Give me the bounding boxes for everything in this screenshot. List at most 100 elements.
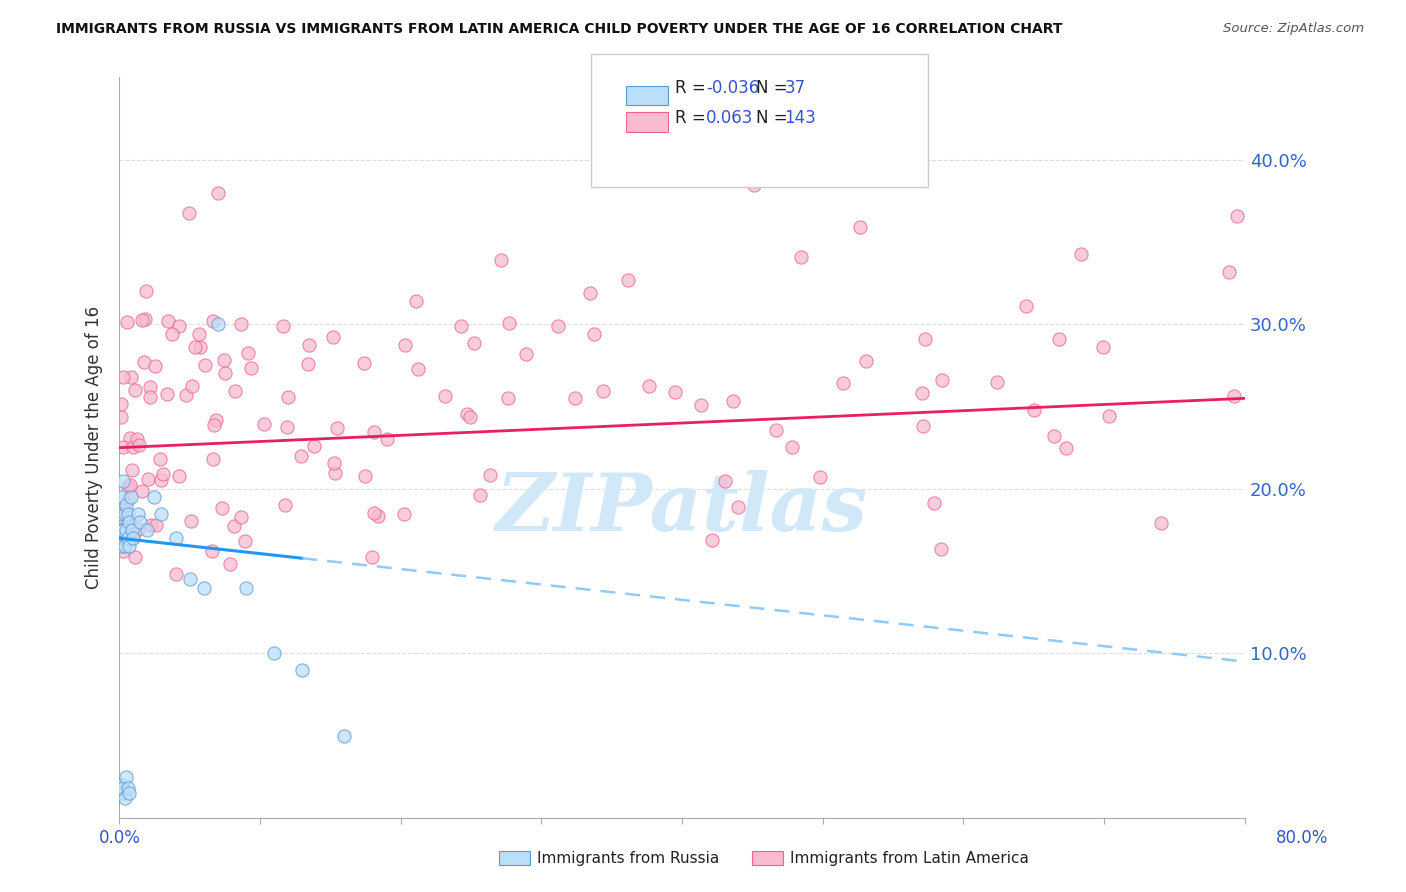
Point — [515, 347, 537, 361]
Point — [780, 440, 803, 454]
Point — [118, 786, 141, 800]
Point — [322, 330, 344, 344]
Point — [742, 178, 765, 192]
Point — [122, 441, 145, 455]
Point — [112, 544, 135, 558]
Point — [274, 499, 297, 513]
Point — [122, 531, 145, 545]
Point — [157, 313, 180, 327]
Point — [120, 370, 142, 384]
Point — [111, 440, 134, 454]
Point — [114, 791, 136, 805]
Point — [298, 338, 321, 352]
Point — [121, 523, 143, 537]
Point — [224, 518, 246, 533]
Text: ZIPatlas: ZIPatlas — [496, 470, 868, 548]
Text: IMMIGRANTS FROM RUSSIA VS IMMIGRANTS FROM LATIN AMERICA CHILD POVERTY UNDER THE : IMMIGRANTS FROM RUSSIA VS IMMIGRANTS FRO… — [56, 22, 1063, 37]
Point — [112, 781, 135, 796]
Point — [468, 487, 491, 501]
Point — [849, 219, 872, 234]
Point — [463, 335, 485, 350]
Point — [1054, 442, 1077, 456]
Point — [202, 314, 225, 328]
Point — [333, 729, 356, 743]
Point — [212, 353, 235, 368]
Point — [187, 327, 209, 342]
Point — [135, 285, 157, 299]
Point — [1043, 429, 1066, 443]
Point — [128, 438, 150, 452]
Point — [207, 186, 229, 200]
Point — [231, 510, 253, 524]
Point — [1098, 409, 1121, 423]
Point — [165, 566, 187, 581]
Point — [193, 581, 215, 595]
Point — [290, 449, 312, 463]
Point — [136, 472, 159, 486]
Point — [114, 540, 136, 554]
Point — [117, 507, 139, 521]
Point — [929, 542, 952, 557]
Point — [114, 507, 136, 521]
Point — [131, 313, 153, 327]
Point — [547, 319, 569, 334]
Point — [363, 425, 385, 440]
Point — [394, 507, 416, 521]
Point — [224, 384, 246, 398]
Point — [160, 326, 183, 341]
Point — [139, 390, 162, 404]
Point — [323, 466, 346, 480]
Point — [252, 417, 274, 431]
Point — [117, 479, 139, 493]
Point — [111, 490, 134, 504]
Point — [201, 452, 224, 467]
Point — [291, 663, 314, 677]
Point — [117, 531, 139, 545]
Point — [496, 392, 519, 406]
Point — [375, 433, 398, 447]
Point — [214, 367, 236, 381]
Point — [721, 393, 744, 408]
Point — [110, 397, 132, 411]
Point — [120, 490, 142, 504]
Point — [433, 389, 456, 403]
Text: R =: R = — [675, 78, 711, 96]
Point — [110, 507, 132, 521]
Point — [931, 373, 953, 387]
Point — [911, 385, 934, 400]
Point — [110, 778, 132, 792]
Point — [326, 421, 349, 435]
Point — [302, 439, 325, 453]
Point — [134, 311, 156, 326]
Point — [174, 388, 197, 402]
Point — [218, 557, 240, 571]
Point — [179, 206, 201, 220]
Point — [181, 379, 204, 393]
Point — [145, 359, 167, 373]
Point — [1015, 299, 1038, 313]
Point — [271, 319, 294, 334]
Point — [714, 474, 737, 488]
Point — [184, 340, 207, 354]
Point — [986, 375, 1008, 389]
Point — [149, 452, 172, 467]
Point — [114, 513, 136, 527]
Point — [229, 317, 252, 331]
Point — [1218, 265, 1240, 279]
Point — [808, 470, 831, 484]
Point — [112, 474, 135, 488]
Point — [239, 361, 262, 376]
Point — [150, 507, 173, 521]
Point — [617, 273, 640, 287]
Point — [139, 380, 162, 394]
Text: R =: R = — [675, 109, 711, 127]
Point — [582, 327, 605, 342]
Point — [132, 355, 155, 369]
Point — [277, 390, 299, 404]
Point — [263, 646, 285, 660]
Point — [367, 508, 389, 523]
Point — [136, 523, 159, 537]
Point — [124, 384, 146, 398]
Point — [297, 357, 319, 371]
Text: 143: 143 — [785, 109, 817, 127]
